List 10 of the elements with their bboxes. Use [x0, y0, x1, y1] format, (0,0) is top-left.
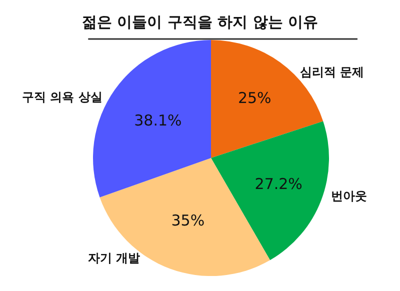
- pie-slice: [211, 121, 329, 260]
- chart-title: 젊은 이들이 구직을 하지 않는 이유: [82, 13, 318, 32]
- data-label: 35%: [171, 212, 205, 230]
- data-label: 38.1%: [134, 111, 182, 130]
- slice-label: 자기 개발: [88, 251, 140, 265]
- slice-label: 심리적 문제: [300, 65, 364, 79]
- slice-label: 번아웃: [331, 189, 367, 203]
- data-label: 27.2%: [254, 174, 302, 193]
- slice-label: 구직 의욕 상실: [22, 90, 102, 104]
- data-label: 25%: [238, 88, 272, 107]
